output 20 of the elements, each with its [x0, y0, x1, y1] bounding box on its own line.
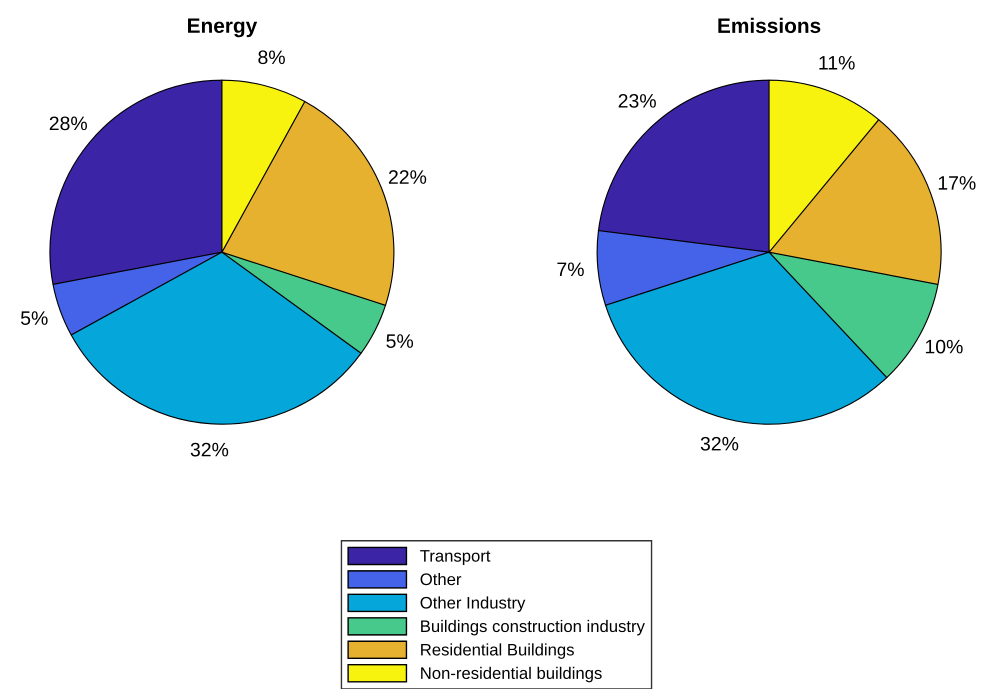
data-label: 32% — [190, 442, 228, 456]
data-label: 32% — [700, 436, 738, 451]
legend-label: Buildings construction industry — [421, 620, 645, 636]
data-label: 11% — [819, 56, 855, 70]
chart-title: Energy — [188, 18, 258, 38]
legend-label: Non-residential buildings — [421, 666, 602, 682]
legend-label: Other — [420, 572, 462, 586]
chart-title: Emissions — [718, 18, 820, 34]
legend-label: Other Industry — [420, 596, 526, 612]
data-label: 8% — [258, 50, 285, 64]
legend-label: Transport — [420, 550, 490, 566]
data-label: 5% — [386, 334, 414, 348]
data-label: 10% — [926, 340, 963, 354]
data-label: 5% — [20, 311, 48, 325]
legend-label: Residential Buildings — [421, 643, 574, 659]
data-label: 23% — [618, 94, 656, 108]
data-label: 28% — [50, 116, 87, 130]
data-label: 22% — [388, 170, 426, 184]
data-label: 17% — [938, 176, 976, 190]
data-label: 7% — [557, 262, 584, 276]
